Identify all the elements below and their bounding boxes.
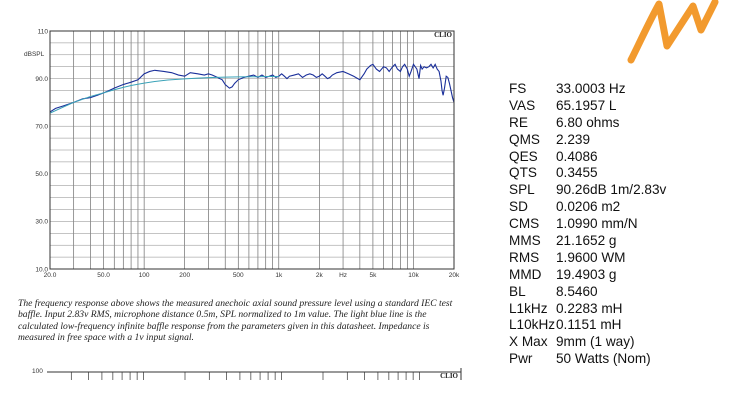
series-measured-response — [49, 63, 455, 113]
spec-value: 21.1652 g — [556, 233, 617, 249]
spec-row: MMS 21.1652 g — [509, 233, 666, 250]
spec-row: VAS 65.1957 L — [509, 98, 666, 115]
y-axis-label: dBSPL — [24, 51, 45, 58]
spec-label: RE — [509, 114, 528, 130]
partial-chart-y-tick: 100 — [32, 368, 43, 375]
spec-label: Pwr — [509, 351, 533, 367]
spec-value: 65.1957 L — [556, 97, 617, 113]
spec-label: BL — [509, 283, 526, 299]
logo-stroke — [627, 0, 719, 64]
chart-caption: The frequency response above shows the m… — [18, 298, 453, 344]
spec-label: SPL — [509, 182, 535, 198]
spec-value: 1.9600 WM — [556, 249, 626, 265]
spec-row: QES 0.4086 — [509, 149, 666, 166]
partial-chart-brand: CLIO — [440, 372, 458, 380]
plot-frame — [49, 30, 455, 270]
spec-value: 8.5460 — [556, 283, 598, 299]
spec-row: RE 6.80 ohms — [509, 115, 666, 132]
spec-label: L1kHz — [509, 300, 548, 316]
spec-row: FS 33.0003 Hz — [509, 81, 666, 98]
partial-chart: 100 CLIO — [32, 368, 462, 380]
spec-row: SD 0.0206 m2 — [509, 199, 666, 216]
spec-value: 0.1151 mH — [556, 317, 622, 333]
spec-value: 1.0990 mm/N — [556, 216, 638, 232]
x-tick-label: 50.0 — [97, 272, 110, 279]
spec-label: QES — [509, 148, 538, 164]
spec-row: QMS 2.239 — [509, 132, 666, 149]
spec-label: FS — [509, 81, 527, 96]
spec-row: MMD 19.4903 g — [509, 267, 666, 284]
spec-row: L10kHz0.1151 mH — [509, 317, 666, 334]
x-tick-label: 5k — [369, 272, 377, 279]
spec-row: QTS 0.3455 — [509, 165, 666, 182]
spec-value: 6.80 ohms — [556, 114, 620, 130]
spec-label: L10kHz — [509, 317, 556, 333]
y-tick-label: 90.0 — [35, 76, 48, 83]
spec-label: MMS — [509, 233, 541, 249]
x-axis-ticks: 20.0 50.0 100 200 500 1k 2k Hz 5k 10k 20k — [44, 272, 460, 279]
spec-value: 33.0003 Hz — [556, 81, 626, 96]
x-tick-label: 20k — [449, 272, 460, 279]
x-tick-label: Hz — [339, 272, 347, 279]
y-tick-label: 10.0 — [35, 266, 48, 273]
spec-label: CMS — [509, 216, 540, 232]
spec-value: 2.239 — [556, 131, 591, 147]
x-tick-label: 2k — [316, 272, 324, 279]
clio-brand: CLIO — [434, 31, 452, 39]
y-tick-label: 50.0 — [35, 171, 48, 178]
spec-value: 0.2283 mH — [556, 300, 623, 316]
spec-row: X Max 9mm (1 way) — [509, 334, 666, 351]
chart-grid — [50, 31, 454, 269]
spec-label: QTS — [509, 165, 537, 181]
spec-row: L1kHz 0.2283 mH — [509, 301, 666, 318]
spec-label: VAS — [509, 97, 536, 113]
x-tick-label: 10k — [408, 272, 419, 279]
spec-value: 0.3455 — [556, 165, 598, 181]
spec-value: 50 Watts (Nom) — [556, 351, 651, 367]
x-tick-label: 20.0 — [44, 272, 57, 279]
spec-label: SD — [509, 199, 528, 215]
spec-value: 0.4086 — [556, 148, 598, 164]
spec-label: MMD — [509, 266, 542, 282]
y-tick-label: 110 — [38, 28, 49, 35]
y-tick-label: 30.0 — [35, 219, 48, 226]
spec-row: Pwr 50 Watts (Nom) — [509, 351, 666, 368]
x-tick-label: 1k — [275, 272, 283, 279]
y-axis-ticks: 10.0 30.0 50.0 70.0 90.0 110 — [35, 28, 48, 273]
spec-row: SPL 90.26dB 1m/2.83v — [509, 182, 666, 199]
brand-logo-mark — [627, 0, 719, 64]
spec-label: QMS — [509, 131, 540, 147]
x-tick-label: 500 — [233, 272, 244, 279]
spec-row: BL 8.5460 — [509, 284, 666, 301]
driver-parameters: FS 33.0003 Hz VAS 65.1957 L RE 6.80 ohms QMS 2.… — [509, 81, 666, 368]
spec-row: RMS 1.9600 WM — [509, 250, 666, 267]
x-tick-label: 200 — [179, 272, 190, 279]
spec-row: CMS 1.0990 mm/N — [509, 216, 666, 233]
spec-value: 9mm (1 way) — [556, 334, 635, 350]
spec-label: RMS — [509, 249, 540, 265]
spec-value: 0.0206 m2 — [556, 199, 621, 215]
spec-value: 19.4903 g — [556, 266, 617, 282]
series-lines — [49, 63, 455, 114]
spec-label: X Max — [509, 334, 548, 350]
partial-chart-ticks — [70, 372, 420, 380]
spec-value: 90.26dB 1m/2.83v — [556, 182, 667, 198]
series-calculated-response — [49, 75, 279, 114]
x-tick-label: 100 — [139, 272, 150, 279]
y-tick-label: 70.0 — [35, 124, 48, 131]
